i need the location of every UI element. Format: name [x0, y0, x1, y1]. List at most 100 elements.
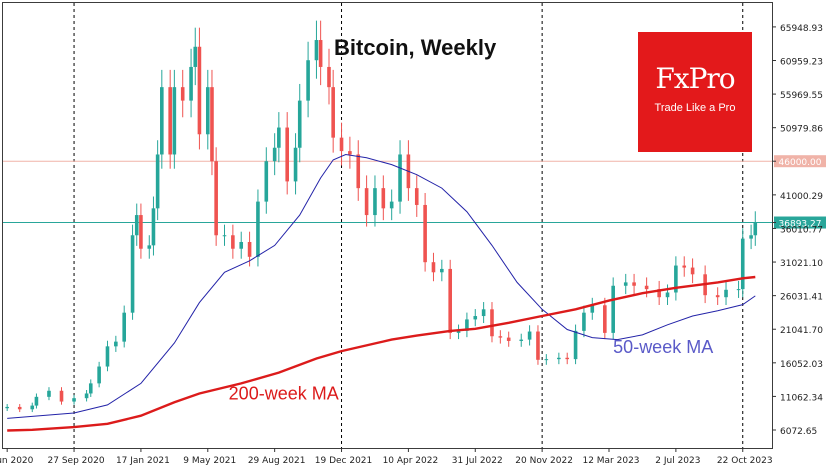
candle-body — [293, 147, 298, 182]
candle-body — [356, 154, 361, 189]
x-tick-label: 2 Jul 2023 — [655, 456, 700, 466]
candle-body — [565, 357, 570, 360]
price-level-box — [774, 155, 826, 168]
y-tick-label: 6072.65 — [780, 427, 817, 437]
price-level-box — [774, 216, 826, 229]
candle-body — [84, 393, 89, 399]
candle-body — [122, 312, 127, 342]
candle-body — [180, 87, 185, 101]
fxpro-logo: FxPro Trade Like a Pro — [638, 32, 752, 152]
x-tick-label: 31 Jul 2022 — [452, 456, 503, 466]
candle-body — [657, 289, 661, 298]
y-tick-label: 31021.10 — [780, 259, 823, 269]
candle-body — [611, 285, 615, 333]
annotations: 200-week MA 50-week MA — [229, 337, 714, 403]
candle-body — [314, 40, 319, 61]
candle-body — [189, 66, 193, 101]
candle-body — [573, 330, 578, 360]
ma-50-label: 50-week MA — [613, 337, 713, 357]
candle-body — [97, 366, 101, 384]
candle-body — [740, 238, 745, 290]
logo-tagline: Trade Like a Pro — [654, 102, 736, 114]
y-tick-label: 60959.23 — [780, 57, 823, 67]
candle-body — [506, 337, 511, 341]
candle-body — [222, 235, 227, 237]
ma-200-label: 200-week MA — [229, 384, 339, 404]
x-tick-label: 7 Jun 2020 — [0, 456, 34, 466]
candle-body — [623, 282, 628, 286]
candle-body — [88, 383, 93, 394]
candle-body — [481, 309, 486, 317]
x-tick-label: 19 Dec 2021 — [315, 456, 373, 466]
candle-body — [210, 87, 214, 162]
candle-body — [72, 398, 76, 402]
candle-body — [306, 60, 310, 101]
y-tick-label: 50979.86 — [780, 125, 823, 135]
plot-border — [2, 2, 773, 449]
candle-body — [665, 292, 670, 298]
y-tick-label: 16052.03 — [780, 360, 823, 370]
price-level-label: 46000.00 — [779, 158, 822, 168]
candle-body — [272, 147, 277, 162]
candle-body — [423, 204, 427, 263]
candle-body — [749, 235, 753, 239]
moving-average-lines — [7, 153, 756, 432]
candle-body — [490, 309, 494, 337]
candle-body — [214, 161, 218, 236]
y-tick-label: 21041.70 — [780, 326, 823, 336]
candle-body — [557, 357, 561, 360]
x-tick-label: 12 Mar 2023 — [582, 456, 639, 466]
candle-body — [590, 305, 595, 313]
candle-body — [674, 265, 678, 293]
candle-body — [456, 330, 461, 333]
candle-body — [431, 262, 436, 273]
candle-body — [231, 235, 235, 249]
x-tick-label: 22 Oct 2023 — [717, 456, 773, 466]
candle-body — [5, 406, 9, 409]
candle-body — [105, 346, 110, 367]
logo-name: FxPro — [655, 62, 735, 95]
x-tick-label: 29 Aug 2021 — [248, 456, 306, 466]
candle-body — [139, 215, 143, 249]
candle-body — [17, 406, 22, 410]
x-tick-label: 9 May 2021 — [183, 456, 236, 466]
candle-body — [519, 339, 524, 341]
candle-body — [724, 289, 728, 298]
price-level-label: 36893.27 — [779, 220, 822, 230]
candle-body — [603, 305, 607, 333]
candle-body — [264, 161, 269, 202]
y-tick-label: 55969.55 — [780, 91, 823, 101]
y-tick-label: 36010.77 — [780, 225, 823, 235]
candle-body — [414, 188, 419, 205]
candle-body — [197, 46, 202, 135]
x-tick-label: 10 Apr 2022 — [383, 456, 439, 466]
candle-body — [465, 319, 469, 331]
candle-body — [398, 154, 402, 202]
candle-body — [339, 137, 344, 152]
candle-body — [736, 289, 741, 291]
candle-body — [327, 66, 331, 88]
candle-body — [47, 390, 51, 397]
chart-title: Bitcoin, Weekly — [334, 35, 497, 60]
candle-body — [527, 331, 532, 340]
candle-body — [318, 40, 323, 67]
candle-body — [644, 285, 649, 290]
candle-body — [160, 87, 164, 155]
candle-body — [297, 100, 302, 148]
y-tick-label: 41000.29 — [780, 192, 823, 202]
candle-body — [389, 201, 394, 209]
ma-200-line — [7, 275, 756, 432]
x-tick-label: 20 Nov 2022 — [515, 456, 573, 466]
candle-body — [151, 208, 156, 246]
candle-body — [440, 268, 444, 273]
candle-body — [348, 151, 352, 155]
candle-body — [168, 87, 172, 155]
candle-body — [155, 154, 160, 209]
candle-body — [193, 46, 198, 67]
candle-body — [715, 295, 720, 298]
candle-body — [364, 188, 369, 216]
y-axis: 65948.93 60959.23 55969.55 50979.86 41000.29… — [772, 24, 823, 437]
x-tick-label: 17 Jan 2021 — [116, 456, 170, 466]
candle-body — [247, 241, 252, 257]
